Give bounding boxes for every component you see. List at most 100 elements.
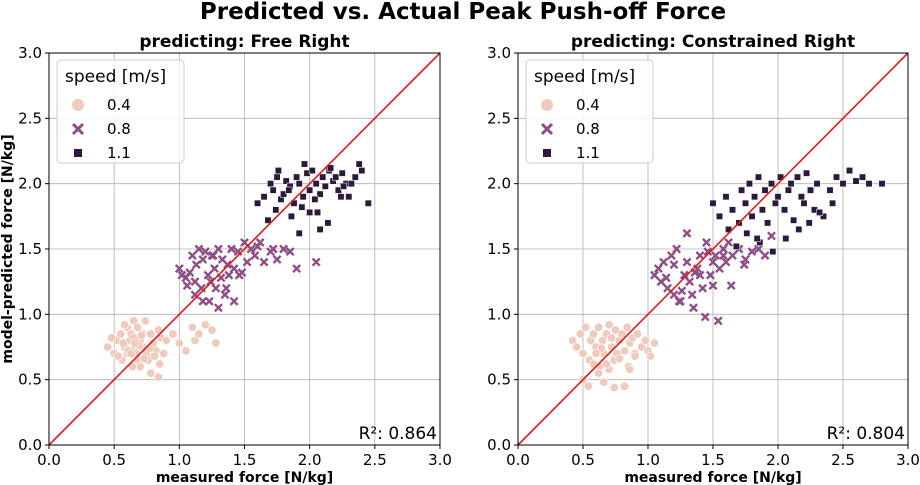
data-point	[103, 342, 113, 352]
data-point	[604, 320, 614, 330]
data-point	[358, 167, 366, 175]
data-point	[859, 173, 866, 181]
x-tick-label: 2.5	[363, 451, 387, 469]
data-point	[695, 270, 705, 280]
data-point	[716, 212, 723, 220]
data-point	[213, 303, 223, 313]
data-point	[229, 296, 239, 306]
data-point	[292, 264, 302, 274]
data-point	[753, 235, 761, 242]
data-point	[625, 364, 635, 374]
data-point	[220, 290, 230, 300]
data-point	[878, 180, 886, 188]
panel-title: predicting: Free Right	[139, 32, 349, 52]
data-point	[650, 270, 659, 280]
data-point	[813, 180, 821, 188]
data-point	[729, 206, 736, 214]
data-point	[852, 177, 860, 185]
data-point	[295, 180, 303, 188]
data-point	[797, 193, 805, 201]
data-point	[355, 160, 363, 168]
data-point	[295, 229, 303, 237]
x-tick-label: 1.5	[701, 451, 725, 469]
data-point	[246, 244, 256, 254]
data-point	[583, 381, 593, 391]
y-tick-label: 0.0	[18, 436, 42, 454]
data-point	[211, 338, 221, 348]
data-point	[187, 322, 197, 332]
data-point	[738, 186, 746, 194]
data-point	[269, 186, 277, 194]
data-point	[601, 359, 611, 369]
data-point	[617, 329, 627, 339]
data-points	[103, 160, 372, 382]
data-point	[698, 283, 708, 293]
x-tick-label: 0.0	[37, 451, 61, 469]
data-point	[633, 329, 643, 339]
data-point	[140, 316, 150, 326]
data-point	[754, 244, 763, 254]
data-point	[306, 186, 314, 194]
data-point	[264, 216, 272, 224]
data-point	[682, 228, 692, 238]
y-tick-label: 0.0	[487, 436, 511, 454]
data-point	[306, 208, 314, 216]
data-point	[610, 325, 620, 335]
series-0-8	[650, 228, 776, 326]
legend-marker-0-4	[72, 99, 84, 111]
data-point	[174, 264, 184, 274]
data-point	[722, 193, 730, 201]
data-point	[758, 206, 766, 214]
data-point	[285, 247, 295, 257]
data-point	[279, 244, 289, 254]
data-point	[273, 173, 281, 181]
data-point	[677, 286, 687, 296]
data-point	[133, 322, 143, 332]
data-point	[198, 255, 208, 264]
data-point	[255, 238, 265, 247]
data-point	[708, 257, 718, 267]
data-point	[267, 180, 275, 188]
data-point	[221, 283, 231, 293]
data-point	[760, 251, 770, 260]
data-point	[609, 383, 619, 393]
data-point	[620, 346, 630, 356]
data-point	[571, 342, 581, 352]
data-point	[242, 257, 252, 267]
y-tick-label: 3.0	[487, 44, 511, 62]
data-point	[715, 264, 724, 274]
data-point	[312, 180, 320, 188]
data-point	[332, 173, 340, 181]
data-point	[259, 257, 269, 267]
data-point	[250, 251, 260, 260]
data-point	[311, 195, 319, 203]
data-point	[150, 351, 160, 361]
legend-marker-circle	[72, 99, 84, 111]
data-point	[190, 335, 200, 345]
data-point	[203, 270, 213, 280]
data-point	[351, 173, 359, 181]
data-point	[200, 320, 210, 330]
data-point	[748, 212, 756, 220]
data-point	[805, 219, 813, 227]
data-point	[234, 270, 244, 280]
data-point	[272, 255, 282, 264]
data-point	[718, 251, 728, 260]
legend-box	[56, 59, 185, 164]
x-tick-label: 3.0	[428, 451, 452, 469]
data-point	[630, 351, 640, 361]
data-point	[280, 190, 288, 198]
data-point	[137, 330, 147, 340]
data-point	[135, 362, 145, 372]
y-tick-label: 1.5	[18, 240, 42, 258]
data-point	[594, 368, 604, 378]
legend-marker-0-4	[541, 99, 553, 111]
data-point	[700, 312, 710, 322]
x-tick-label: 0.0	[506, 451, 530, 469]
identity-line	[517, 52, 909, 446]
data-point	[622, 322, 632, 332]
data-point	[640, 335, 650, 345]
legend-label: 0.4	[107, 96, 131, 114]
legend-label: 0.8	[107, 120, 131, 138]
data-point	[687, 290, 697, 300]
